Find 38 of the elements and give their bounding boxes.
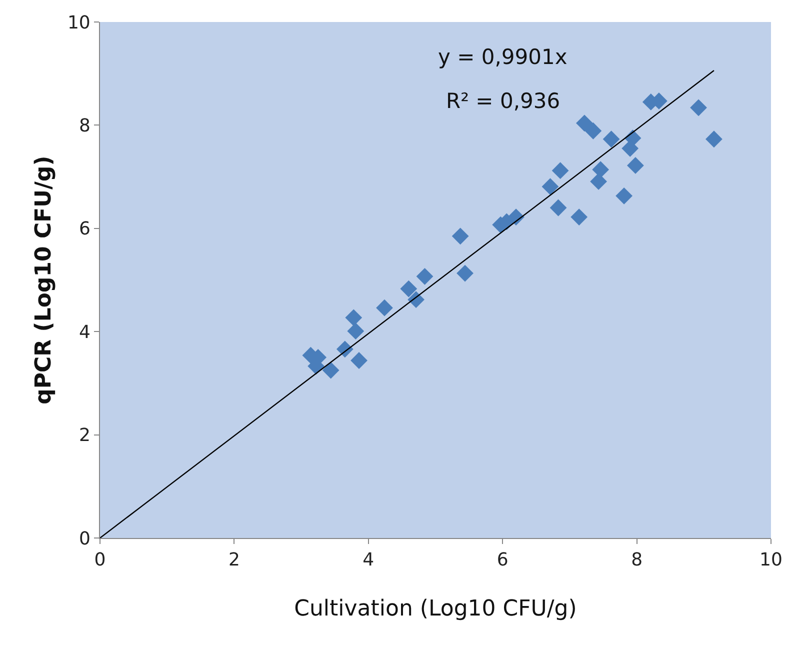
point (350, 352, 368, 369)
y-tick-label: 10 (67, 12, 90, 34)
point (347, 322, 364, 340)
annotation: R² = 0,936 (446, 89, 560, 113)
point (602, 130, 620, 148)
point (584, 122, 602, 140)
point (400, 280, 418, 298)
point (592, 161, 610, 178)
x-axis-title: Cultivation (Log10 CFU/g) (294, 596, 577, 622)
y-tick-label: 4 (78, 322, 90, 343)
y-tick-label: 2 (78, 425, 90, 446)
x-tick-label: 2 (228, 550, 240, 571)
x-tick-label: 8 (631, 550, 643, 571)
point (616, 187, 632, 204)
point (345, 309, 362, 326)
point (590, 172, 607, 190)
point (576, 114, 593, 132)
point (416, 268, 434, 285)
x-tick-label: 4 (362, 550, 374, 571)
point (376, 299, 393, 316)
point (570, 208, 588, 226)
x-tick-label: 0 (94, 550, 106, 571)
point (627, 157, 644, 174)
point (542, 178, 559, 196)
annotation: y = 0,9901x (438, 45, 568, 69)
x-tick-label: 10 (760, 550, 782, 571)
y-tick-label: 8 (78, 116, 90, 136)
point (552, 162, 569, 180)
y-axis-title: qPCR (Log10 CFU/g) (31, 156, 56, 404)
point (456, 264, 474, 282)
y-tick-label: 6 (78, 218, 90, 240)
point (706, 130, 722, 148)
y-tick-label: 0 (78, 528, 90, 550)
point (322, 362, 340, 379)
point (452, 228, 469, 245)
point (690, 99, 707, 116)
point (550, 199, 567, 216)
x-tick-label: 6 (496, 550, 508, 571)
